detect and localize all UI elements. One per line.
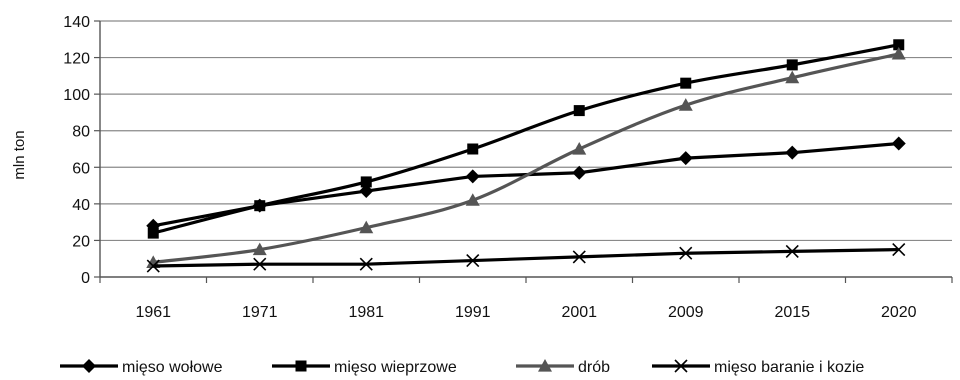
marker-stroke (572, 250, 586, 264)
data-point (785, 244, 799, 258)
marker-stroke (892, 243, 906, 257)
y-axis-label: mln ton (11, 130, 28, 179)
series-line (152, 141, 899, 228)
series-line (153, 52, 900, 264)
series-1 (146, 136, 906, 233)
x-tick-label: 2001 (561, 304, 597, 321)
data-point (891, 46, 906, 60)
series-2 (147, 39, 905, 239)
marker-stroke (679, 246, 693, 260)
y-tick-label: 100 (63, 87, 90, 104)
x-tick-label: 2009 (668, 304, 704, 321)
legend-item: mięso wołowe (60, 359, 223, 376)
marker-stroke (674, 359, 688, 373)
data-point (359, 220, 374, 234)
legend-label: mięso wieprzowe (334, 359, 457, 376)
legend-marker (295, 360, 307, 372)
legend-item: drób (516, 359, 610, 376)
marker-stroke (359, 257, 373, 271)
legend: mięso wołowe mięso wieprzowe drób mięso bar… (60, 359, 864, 376)
data-point (252, 242, 267, 256)
data-point (253, 257, 267, 271)
data-point (146, 259, 160, 273)
data-point (893, 39, 905, 51)
data-point (466, 253, 480, 268)
data-point (572, 165, 587, 180)
data-point (678, 151, 693, 166)
data-point (254, 200, 266, 212)
y-tick-label: 40 (72, 197, 90, 214)
data-point (572, 142, 587, 155)
data-point (892, 243, 906, 257)
legend-item: mięso wieprzowe (272, 359, 457, 376)
marker-stroke (253, 257, 267, 271)
y-tick-label: 0 (81, 270, 90, 287)
x-tick-label: 1961 (135, 304, 171, 321)
data-point (680, 77, 692, 89)
marker-stroke (466, 253, 480, 268)
data-point (785, 145, 800, 160)
x-tick-label: 1981 (348, 304, 384, 321)
data-point (573, 105, 585, 117)
marker-stroke (146, 259, 160, 273)
x-tick-label: 2015 (774, 304, 810, 321)
y-tick-label: 120 (63, 51, 90, 68)
data-point (359, 257, 373, 271)
data-point (147, 227, 159, 239)
data-point (678, 98, 693, 111)
data-point (786, 59, 798, 71)
data-point (360, 176, 372, 188)
data-point (467, 143, 479, 155)
data-point (465, 193, 480, 206)
y-tick-label: 80 (72, 124, 90, 141)
legend-marker (538, 359, 552, 372)
series-line (152, 43, 900, 235)
data-point (785, 70, 800, 84)
data-point (891, 136, 906, 151)
gridlines (100, 20, 952, 242)
y-tick-label: 60 (72, 160, 90, 177)
x-tick-label: 2020 (881, 304, 917, 321)
marker-stroke (785, 244, 799, 258)
legend-label: mięso wołowe (122, 359, 223, 376)
legend-label: drób (578, 359, 610, 376)
y-tick-label: 20 (72, 233, 90, 250)
legend-label: mięso baranie i kozie (714, 359, 864, 376)
data-point (359, 184, 374, 199)
axes: 0 20 40 60 80 100 120 140 1961 1971 1981 1991 2001 20… (63, 14, 953, 321)
y-tick-label: 140 (63, 14, 90, 31)
data-point (572, 250, 586, 264)
legend-marker (82, 359, 96, 373)
legend-marker (674, 359, 688, 373)
series-line (153, 247, 899, 268)
data-point (679, 246, 693, 260)
data-point (465, 169, 480, 184)
x-tick-label: 1971 (242, 304, 278, 321)
legend-item: mięso baranie i kozie (652, 359, 864, 376)
series-group (146, 39, 906, 273)
series-4 (146, 243, 906, 273)
x-tick-label: 1991 (455, 304, 491, 321)
